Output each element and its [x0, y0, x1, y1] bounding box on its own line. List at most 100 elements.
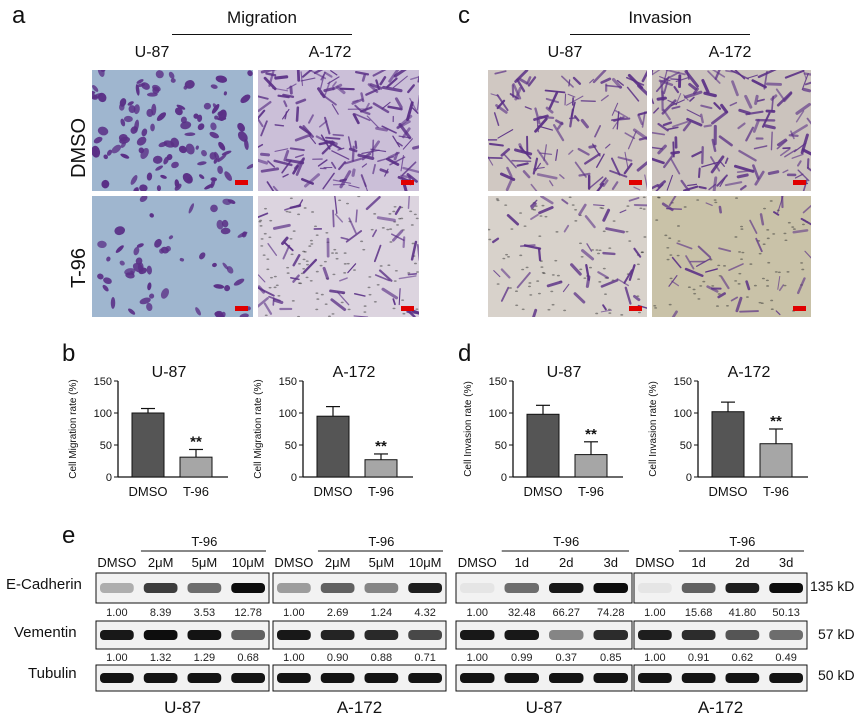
vementin-band [187, 630, 222, 640]
protein-label-ecadherin: E-Cadherin [6, 576, 82, 593]
migration-col-u87: U-87 [134, 44, 170, 61]
chart-migration-u87: U-87 Cell Migration rate (%) 0 50 100 150 DMSO… [68, 364, 228, 499]
lane-label: 2d [735, 555, 749, 570]
vementin-band [143, 630, 178, 640]
y-axis-label: Cell Migration rate (%) [253, 379, 264, 478]
vementin-quant: 0.85 [600, 652, 621, 664]
vementin-quant: 0.99 [511, 652, 532, 664]
tubulin-band [364, 673, 399, 683]
y-tick-label: 50 [285, 440, 297, 452]
treatment-label: T-96 [191, 534, 217, 549]
lane-label: 2d [559, 555, 573, 570]
tubulin-band [681, 673, 716, 683]
ecadherin-band [187, 583, 222, 593]
tubulin-band [320, 673, 355, 683]
bar-t96 [179, 456, 213, 478]
panel-letter-d: d [458, 340, 472, 367]
chart-title-text: U-87 [152, 364, 187, 381]
vementin-quant: 0.37 [556, 652, 577, 664]
chart-title: U-87 [547, 364, 582, 381]
lane-label: DMSO [458, 555, 497, 570]
ecadherin-band [277, 583, 311, 593]
micrograph-migration-a172-dmso [258, 70, 419, 191]
ecadherin-band [681, 583, 716, 593]
lane-label: 2μM [325, 555, 351, 570]
invasion-col-a172: A-172 [708, 44, 752, 61]
significance-mark: ** [770, 413, 782, 430]
lane-label: DMSO [274, 555, 313, 570]
ecadherin-quant: 66.27 [552, 607, 580, 619]
cell-line-label: U-87 [526, 698, 563, 716]
y-tick-label: 50 [495, 440, 507, 452]
significance-mark: ** [585, 426, 597, 443]
treatment-label: T-96 [368, 534, 394, 549]
ecadherin-quant: 41.80 [729, 607, 757, 619]
ecadherin-band [408, 583, 442, 593]
vementin-quant: 1.00 [644, 652, 665, 664]
lane-label: 5μM [192, 555, 218, 570]
chart-title-text: A-172 [728, 364, 771, 381]
ecadherin-quant: 15.68 [685, 607, 713, 619]
vementin-band [638, 630, 672, 640]
y-tick-label: 0 [686, 472, 692, 484]
micrograph-migration-u87-t96 [92, 196, 253, 317]
micrograph-migration-a172-t96 [258, 196, 419, 317]
lane-label: 10μM [232, 555, 265, 570]
y-tick-label: 0 [501, 472, 507, 484]
lane-label: 1d [691, 555, 705, 570]
x-category-label: T-96 [183, 484, 209, 499]
treatment-label: T-96 [553, 534, 579, 549]
western-blot-u87-time: T-96 DMSO 1d 2d 3d 1.00 32.48 66.27 74.28 1.00 0.9… [455, 534, 633, 716]
y-tick-label: 100 [489, 408, 507, 420]
bar-dmso [526, 413, 560, 478]
protein-label-vementin: Vementin [14, 624, 77, 641]
ecadherin-band [460, 583, 495, 593]
chart-title-text: U-87 [547, 364, 582, 381]
vementin-quant: 1.00 [283, 652, 304, 664]
vementin-band [460, 630, 495, 640]
ecadherin-band [143, 583, 178, 593]
row-label-dmso: DMSO [68, 118, 90, 178]
vementin-quant: 1.32 [150, 652, 171, 664]
ecadherin-quant: 1.00 [283, 607, 304, 619]
y-axis-label: Cell Invasion rate (%) [648, 381, 659, 477]
ecadherin-quant: 32.48 [508, 607, 536, 619]
tubulin-band [725, 673, 760, 683]
y-axis-label: Cell Invasion rate (%) [463, 381, 474, 477]
ecadherin-band [504, 583, 539, 593]
bar-t96 [364, 459, 398, 478]
ecadherin-band [100, 583, 134, 593]
micrograph-invasion-a172-t96 [652, 196, 811, 317]
tubulin-band [408, 673, 442, 683]
row-label-t96: T-96 [68, 247, 90, 288]
protein-label-tubulin: Tubulin [28, 665, 77, 682]
ecadherin-quant: 8.39 [150, 607, 171, 619]
tubulin-band [593, 673, 628, 683]
invasion-header-line [570, 34, 750, 35]
y-tick-label: 150 [94, 376, 112, 388]
kd-label-57: 57 kD [818, 626, 855, 642]
ecadherin-quant: 1.00 [106, 607, 127, 619]
lane-label: 1d [515, 555, 529, 570]
y-tick-label: 150 [489, 376, 507, 388]
x-category-label: T-96 [578, 484, 604, 499]
tubulin-band [549, 673, 584, 683]
y-tick-label: 150 [674, 376, 692, 388]
y-tick-label: 100 [94, 408, 112, 420]
migration-header-line [172, 34, 352, 35]
vementin-quant: 0.68 [237, 652, 258, 664]
micrograph-invasion-u87-t96 [488, 196, 647, 317]
x-category-label: DMSO [709, 484, 748, 499]
significance-mark: ** [375, 438, 387, 455]
cell-line-label: A-172 [337, 698, 382, 716]
migration-col-a172: A-172 [308, 44, 352, 61]
ecadherin-band [320, 583, 355, 593]
migration-header: Migration [227, 8, 297, 27]
ecadherin-band [549, 583, 584, 593]
y-tick-label: 50 [680, 440, 692, 452]
lane-label: DMSO [97, 555, 136, 570]
x-category-label: DMSO [129, 484, 168, 499]
tubulin-band [638, 673, 672, 683]
vementin-band [408, 630, 442, 640]
ecadherin-band [638, 583, 672, 593]
